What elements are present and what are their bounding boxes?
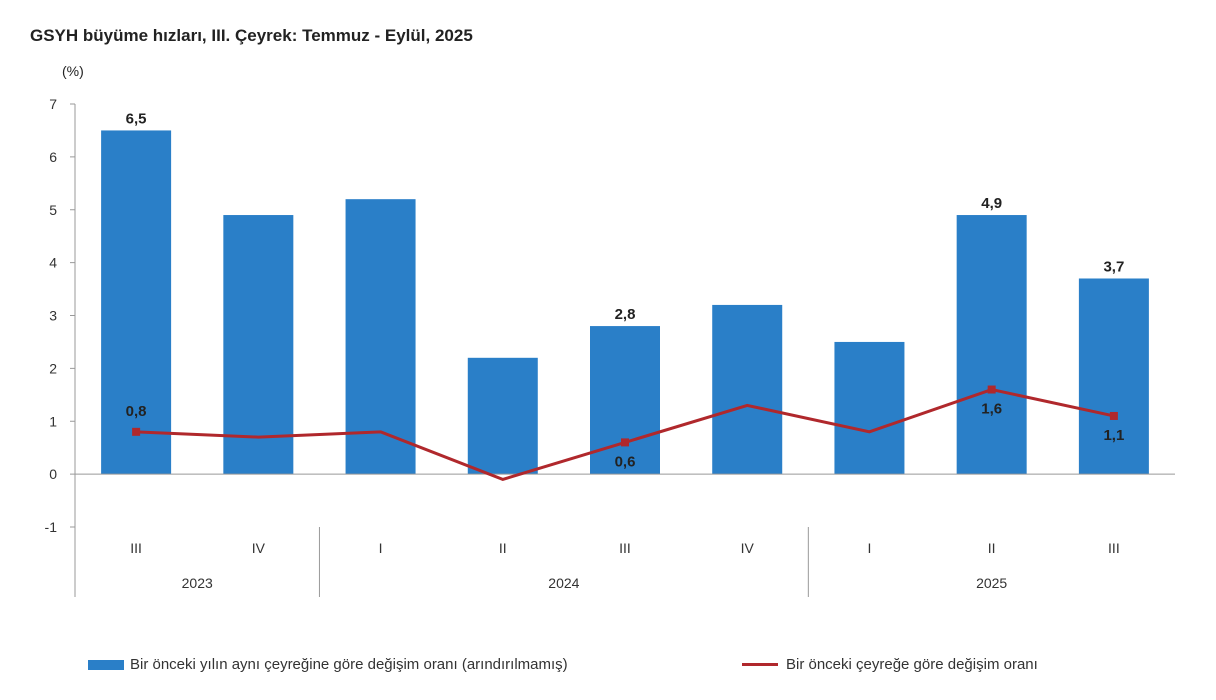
year-label: 2025 (976, 575, 1007, 591)
y-tick-label: 6 (49, 149, 57, 165)
x-tick-label: I (379, 540, 383, 556)
year-label: 2023 (182, 575, 213, 591)
bar (834, 341, 905, 475)
x-tick-label: II (988, 540, 996, 556)
legend-swatch-line (742, 663, 778, 666)
bar (223, 215, 294, 475)
x-tick-label: III (1108, 540, 1120, 556)
bar-data-label: 4,9 (981, 195, 1002, 212)
legend-swatch-bar (88, 659, 124, 670)
y-tick-label: 0 (49, 466, 57, 482)
legend-item-bar: Bir önceki yılın aynı çeyreğine göre değ… (88, 656, 568, 673)
x-tick-label: II (499, 540, 507, 556)
y-tick-label: 4 (49, 255, 57, 271)
bar-data-label: 2,8 (615, 306, 636, 323)
bar (101, 130, 172, 475)
bar-data-label: 3,7 (1103, 258, 1124, 275)
line-marker (1109, 411, 1118, 420)
x-tick-label: I (867, 540, 871, 556)
y-tick-label: 5 (49, 202, 57, 218)
x-tick-label: IV (252, 540, 266, 556)
y-tick-label: 3 (49, 308, 57, 324)
bar (712, 304, 783, 475)
bar (590, 326, 660, 475)
line-data-label: 1,1 (1103, 427, 1124, 444)
bar (467, 357, 538, 475)
bar (345, 199, 416, 475)
y-tick-label: 1 (49, 413, 57, 429)
line-data-label: 0,8 (126, 403, 147, 420)
bar (956, 215, 1027, 475)
line-marker (621, 438, 629, 447)
bar-data-label: 6,5 (126, 110, 147, 127)
line-data-label: 1,6 (981, 401, 1002, 418)
y-tick-label: 2 (49, 360, 57, 376)
bar (1078, 278, 1149, 475)
legend-label-line: Bir önceki çeyreğe göre değişim oranı (786, 656, 1038, 673)
x-tick-label: III (130, 540, 142, 556)
legend-item-line: Bir önceki çeyreğe göre değişim oranı (742, 656, 1038, 673)
year-label: 2024 (548, 575, 579, 591)
chart-title: GSYH büyüme hızları, III. Çeyrek: Temmuz… (30, 26, 473, 45)
x-tick-label: III (619, 540, 631, 556)
y-tick-label: 7 (49, 96, 57, 112)
y-axis-unit: (%) (62, 63, 84, 79)
line-data-label: 0,6 (615, 453, 636, 470)
y-tick-label: -1 (45, 519, 58, 535)
line-marker (987, 385, 996, 394)
legend-label-bar: Bir önceki yılın aynı çeyreğine göre değ… (130, 656, 568, 673)
line-marker (132, 427, 141, 436)
x-tick-label: IV (741, 540, 755, 556)
